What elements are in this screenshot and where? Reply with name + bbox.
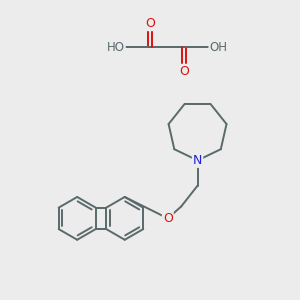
Text: HO: HO bbox=[107, 41, 125, 54]
Text: O: O bbox=[145, 17, 155, 30]
Text: N: N bbox=[193, 154, 202, 167]
Text: O: O bbox=[179, 65, 189, 78]
Text: O: O bbox=[163, 212, 173, 225]
Text: OH: OH bbox=[209, 41, 227, 54]
